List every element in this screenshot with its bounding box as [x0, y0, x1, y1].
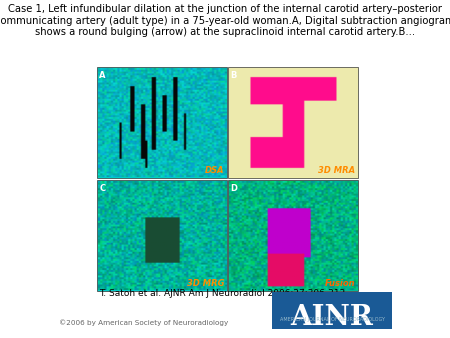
Text: Fusion: Fusion	[325, 279, 356, 288]
Text: B: B	[230, 71, 237, 80]
Text: 3D MRA: 3D MRA	[318, 166, 356, 175]
Bar	[97, 180, 226, 291]
Bar	[273, 292, 392, 329]
Text: T. Satoh et al. AJNR Am J Neuroradiol 2006;27:306-312: T. Satoh et al. AJNR Am J Neuroradiol 20…	[99, 289, 346, 298]
Text: A: A	[99, 71, 106, 80]
Bar	[228, 180, 358, 291]
Text: 3D MRG: 3D MRG	[187, 279, 224, 288]
Text: Case 1, Left infundibular dilation at the junction of the internal carotid arter: Case 1, Left infundibular dilation at th…	[0, 4, 450, 37]
Text: AMERICAN JOURNAL OF NEURORADIOLOGY: AMERICAN JOURNAL OF NEURORADIOLOGY	[279, 317, 384, 322]
Bar	[228, 67, 358, 178]
Text: DSA: DSA	[205, 166, 224, 175]
Bar	[97, 67, 226, 178]
Text: ©2006 by American Society of Neuroradiology: ©2006 by American Society of Neuroradiol…	[59, 319, 229, 326]
Text: C: C	[99, 184, 105, 193]
Text: AINR: AINR	[291, 305, 373, 332]
Text: D: D	[230, 184, 237, 193]
